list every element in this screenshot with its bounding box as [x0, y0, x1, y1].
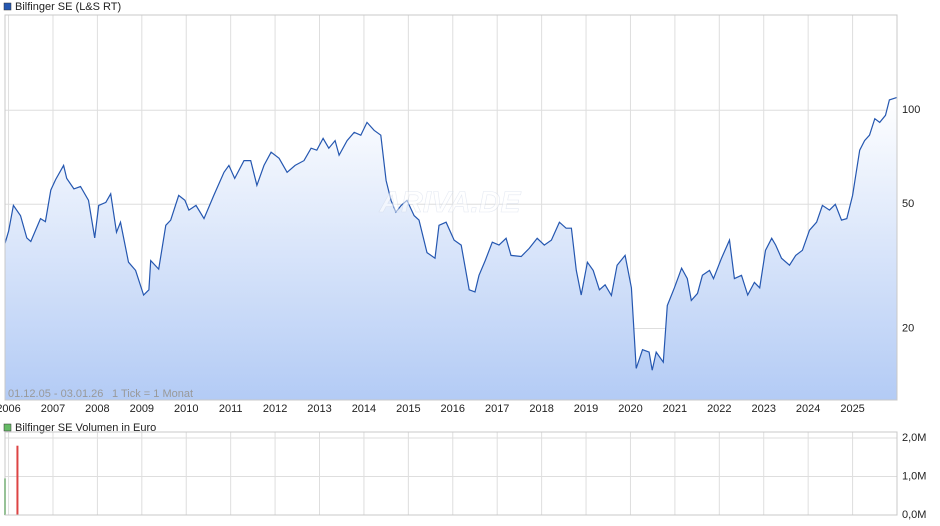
x-tick-label: 2012: [263, 403, 287, 415]
x-tick-label: 2019: [574, 403, 598, 415]
plot-frame: [4, 431, 898, 516]
x-tick-label: 2023: [751, 403, 775, 415]
x-tick-label: 2009: [130, 403, 154, 415]
range-note: 01.12.05 - 03.01.26: [8, 388, 103, 400]
price-line: [4, 96, 898, 371]
x-tick-label: 2022: [707, 403, 731, 415]
x-tick-label: 2006: [0, 403, 21, 415]
y-tick-label: 100: [902, 104, 920, 116]
x-tick-label: 2020: [618, 403, 642, 415]
tick-note: 1 Tick = 1 Monat: [112, 388, 193, 400]
y-tick-label: 1,0M: [902, 470, 926, 482]
x-tick-label: 2007: [41, 403, 65, 415]
legend-label: Bilfinger SE Volumen in Euro: [15, 422, 156, 434]
x-tick-label: 2013: [307, 403, 331, 415]
legend-label: Bilfinger SE (L&S RT): [15, 1, 121, 13]
plot-frame: [4, 14, 898, 401]
area-fill: [5, 97, 897, 401]
x-tick-label: 2021: [663, 403, 687, 415]
x-tick-label: 2024: [796, 403, 820, 415]
volume-bar: [16, 445, 19, 515]
y-tick-label: 2,0M: [902, 432, 926, 444]
y-tick-label: 20: [902, 322, 914, 334]
x-tick-label: 2017: [485, 403, 509, 415]
legend-swatch: [3, 2, 12, 11]
x-tick-label: 2010: [174, 403, 198, 415]
watermark: ARIVA.DE: [378, 186, 521, 219]
x-tick-label: 2008: [85, 403, 109, 415]
x-tick-label: 2018: [529, 403, 553, 415]
x-tick-label: 2015: [396, 403, 420, 415]
x-tick-label: 2016: [441, 403, 465, 415]
x-tick-label: 2011: [219, 403, 243, 415]
y-tick-label: 0,0M: [902, 509, 926, 521]
x-tick-label: 2014: [352, 403, 376, 415]
legend-swatch: [3, 423, 12, 432]
y-tick-label: 50: [902, 198, 914, 210]
x-tick-label: 2025: [840, 403, 864, 415]
